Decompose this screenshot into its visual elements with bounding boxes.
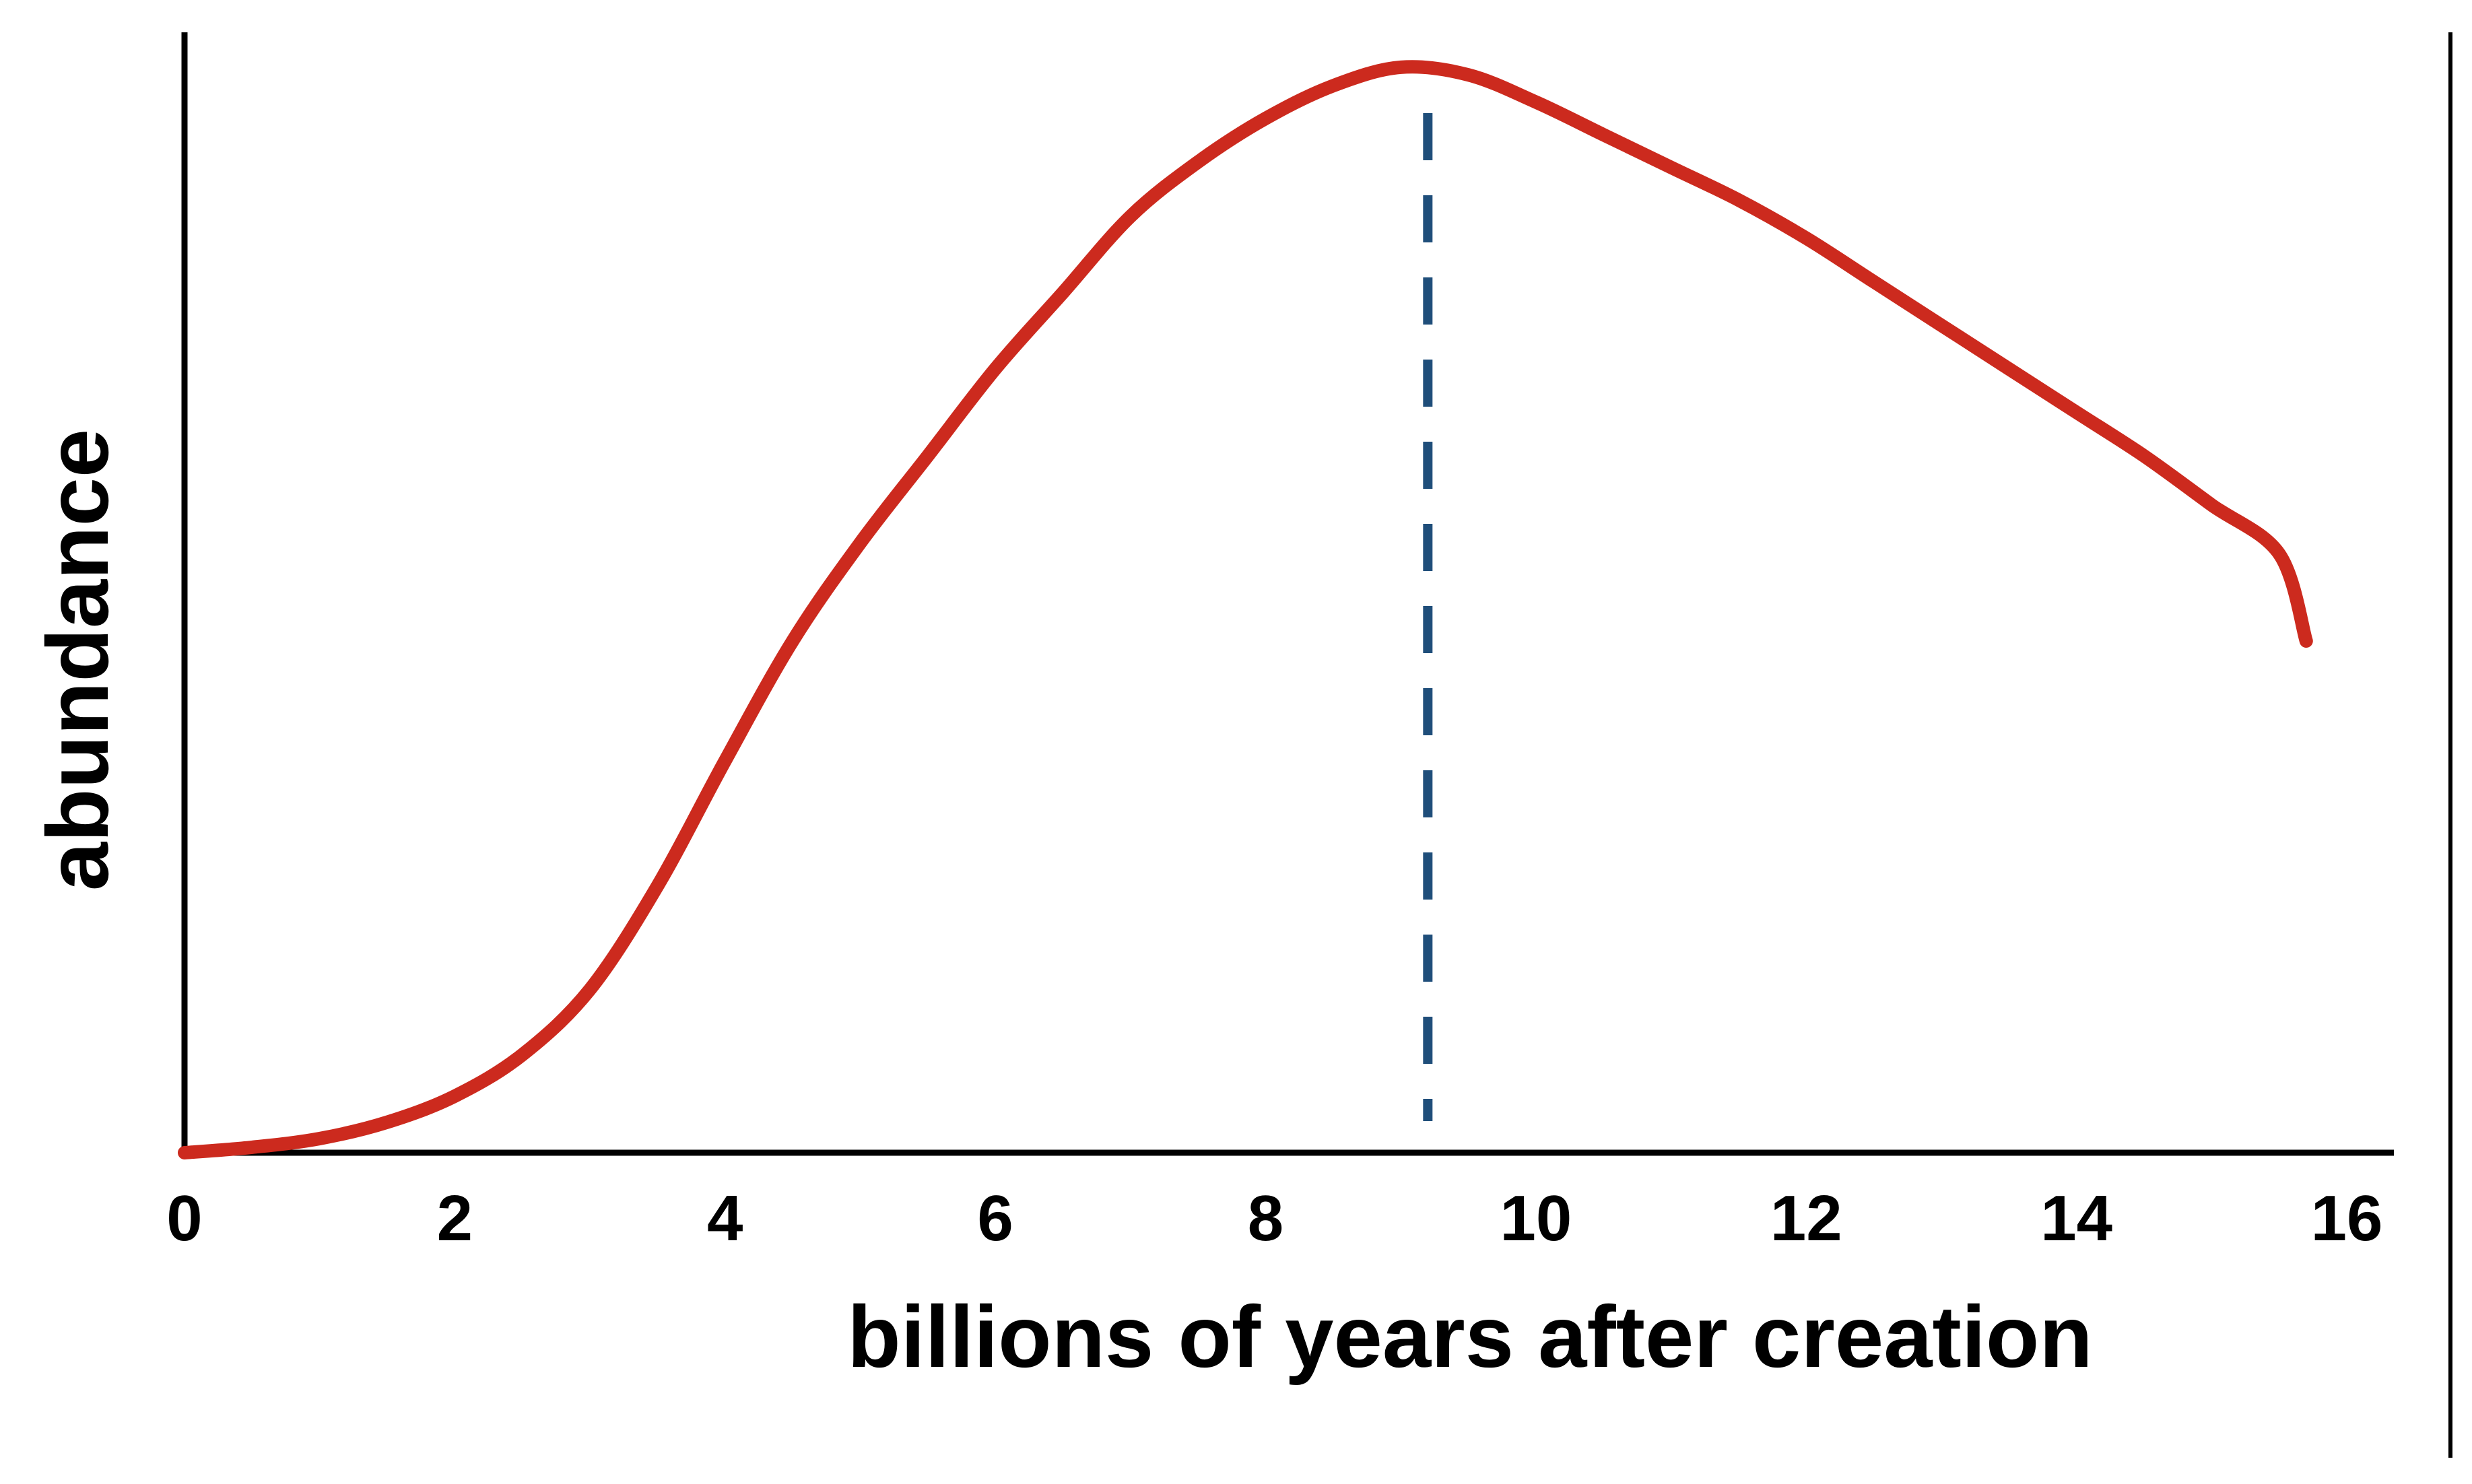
x-tick-label: 0 [166, 1182, 202, 1254]
x-tick-label: 8 [1248, 1182, 1283, 1254]
x-tick-label: 14 [2040, 1182, 2112, 1254]
x-tick-label: 2 [437, 1182, 473, 1254]
x-tick-label: 10 [1500, 1182, 1572, 1254]
series-line-0 [178, 60, 2313, 1159]
x-tick-label: 4 [707, 1182, 743, 1254]
x-tick-label: 16 [2311, 1182, 2383, 1254]
x-axis-title: billions of years after creation [847, 1287, 2092, 1386]
x-tick-label: 6 [977, 1182, 1013, 1254]
y-axis-title: abundance [28, 429, 127, 891]
x-tick-label: 12 [1770, 1182, 1842, 1254]
